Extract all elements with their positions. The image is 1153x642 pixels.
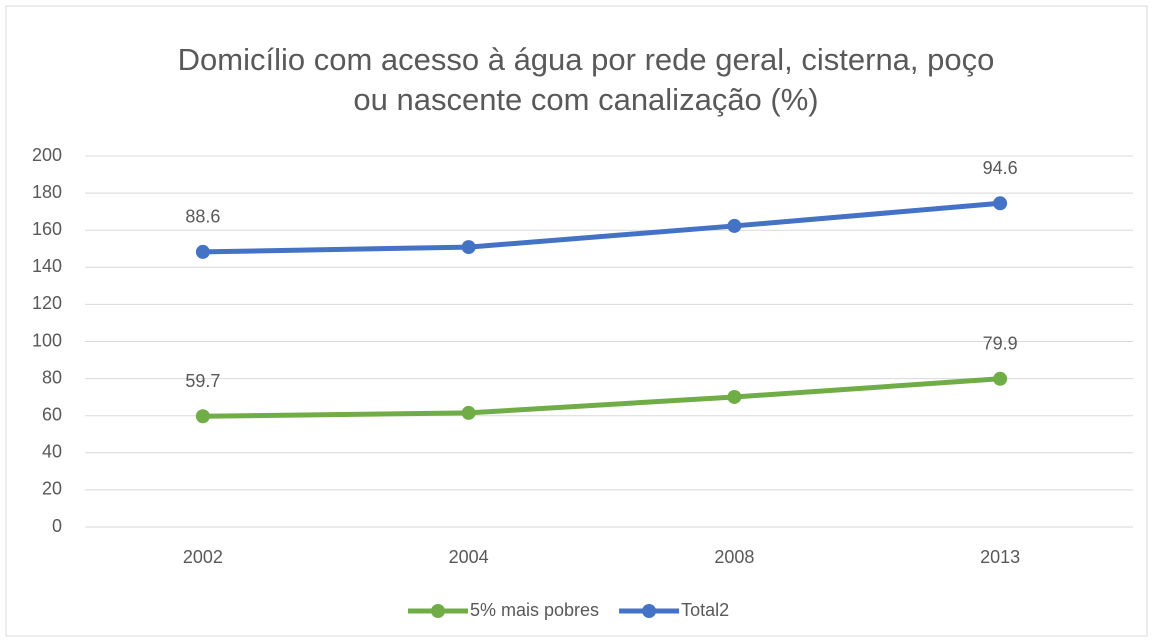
y-tick-label: 80 — [42, 367, 62, 387]
legend-label: Total2 — [681, 600, 729, 620]
x-tick-label: 2008 — [714, 547, 754, 567]
marker — [727, 218, 742, 233]
marker — [727, 389, 742, 404]
line — [202, 376, 1001, 419]
legend-marker — [642, 604, 657, 618]
marker — [195, 244, 210, 259]
marker — [461, 240, 476, 255]
y-tick-label: 40 — [42, 442, 62, 462]
marker — [461, 405, 476, 420]
y-tick-label: 140 — [32, 256, 62, 276]
marker — [993, 196, 1008, 211]
y-tick-label: 180 — [32, 182, 62, 202]
chart-border — [5, 5, 1148, 637]
chart-title: Domicílio com acesso à água por rede ger… — [178, 42, 995, 77]
x-tick-label: 2013 — [980, 547, 1020, 567]
x-tick-label: 2002 — [183, 547, 223, 567]
legend-label: 5% mais pobres — [470, 600, 599, 620]
chart-title: ou nascente com canalização (%) — [353, 82, 818, 117]
line — [202, 200, 1001, 255]
y-tick-label: 160 — [32, 219, 62, 239]
marker — [195, 409, 210, 424]
marker — [993, 371, 1008, 386]
data-label: 59.7 — [185, 371, 220, 391]
y-tick-label: 120 — [32, 293, 62, 313]
data-label: 88.6 — [185, 207, 220, 227]
y-tick-label: 200 — [32, 145, 62, 165]
y-tick-label: 60 — [42, 404, 62, 424]
data-label: 94.6 — [983, 158, 1018, 178]
legend-marker — [431, 604, 445, 618]
data-label: 79.9 — [983, 334, 1018, 354]
y-tick-label: 0 — [52, 516, 62, 536]
x-tick-label: 2004 — [449, 547, 489, 567]
y-tick-label: 100 — [32, 330, 62, 350]
y-tick-label: 20 — [42, 479, 62, 499]
